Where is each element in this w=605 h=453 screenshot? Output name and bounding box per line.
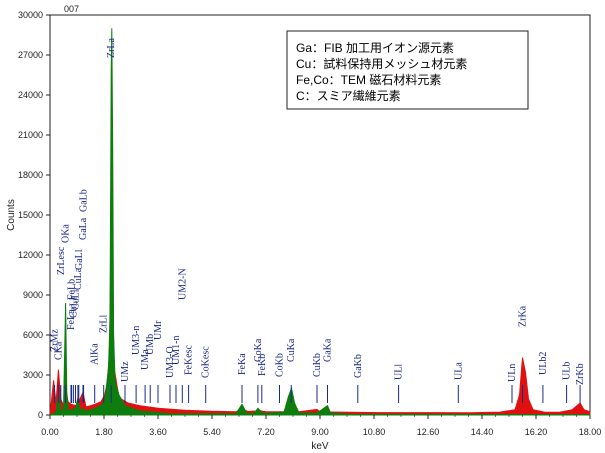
y-tick-label: 27000 <box>18 50 43 60</box>
legend-line-ga: Ga：FIB 加工用イオン源元素 <box>296 41 454 55</box>
y-axis-title: Counts <box>6 199 17 231</box>
y-tick-label: 21000 <box>18 130 43 140</box>
peak-label: CoKb <box>275 353 286 377</box>
peak-label: FeKb <box>257 354 268 376</box>
x-tick-label: 0.00 <box>41 427 59 437</box>
peak-label: FeLa <box>66 309 77 330</box>
peak-label: ULa <box>453 362 464 380</box>
y-axis: 0 3000 6000 9000 12000 15000 18000 21000 24000 27… <box>18 10 50 420</box>
y-tick-label: 30000 <box>18 10 43 20</box>
peak-label: GaLl <box>74 249 85 270</box>
x-axis-title: keV <box>311 441 329 452</box>
legend-line-c: C：スミア繊維元素 <box>296 89 401 103</box>
peak-label: OKa <box>61 224 72 243</box>
y-tick-label: 3000 <box>23 370 43 380</box>
x-tick-label: 7.20 <box>257 427 275 437</box>
peak-label: ULb <box>562 362 573 380</box>
x-tick-label: 1.80 <box>95 427 113 437</box>
peak-label: ZrMz <box>50 329 61 352</box>
x-tick-label: 3.60 <box>149 427 167 437</box>
peak-label: CuKa <box>286 338 297 362</box>
peak-label: CuKb <box>312 353 323 377</box>
peak-label: ULn <box>507 364 518 382</box>
y-tick-label: 0 <box>38 410 43 420</box>
peak-label: CuLl <box>71 289 82 310</box>
legend-frame <box>286 30 529 110</box>
peak-label: GaKa <box>323 338 334 362</box>
peak-label: ZrLl <box>99 314 110 333</box>
annotation-legend: Ga：FIB 加工用イオン源元素 Cu：試料保持用メッシュ材元素 Fe,Co：T… <box>286 30 529 110</box>
peak-label: ZrLa <box>106 37 117 58</box>
peak-label: CoKa <box>253 338 264 362</box>
x-tick-label: 14.40 <box>471 427 494 437</box>
y-tick-label: 15000 <box>18 210 43 220</box>
peak-label: ZrKa <box>518 305 529 327</box>
peak-label: CoLl <box>68 297 79 318</box>
peak-label: GaKb <box>353 354 364 378</box>
y-tick-label: 6000 <box>23 330 43 340</box>
y-tick-label: 18000 <box>18 170 43 180</box>
y-tick-label: 24000 <box>18 90 43 100</box>
peak-label: GaLb <box>79 189 90 212</box>
legend-line-cu: Cu：試料保持用メッシュ材元素 <box>296 56 467 71</box>
peak-label: CoKesc <box>201 346 212 378</box>
peak-label: FeKesc <box>184 344 195 375</box>
peak-label: GaLa <box>78 217 89 240</box>
y-tick-label: 9000 <box>23 290 43 300</box>
series-spectrum-2 <box>49 28 591 416</box>
peak-label: ZrKb <box>575 363 586 385</box>
peak-label: ULb2 <box>538 352 549 375</box>
x-axis: 0.00 1.80 3.60 5.40 7.20 9.00 10.80 12.60 14.40 1… <box>41 415 601 437</box>
peak-label: AlKa <box>90 343 101 365</box>
peak-label: UM1-n <box>171 336 182 365</box>
x-tick-label: 5.40 <box>203 427 221 437</box>
y-tick-label: 12000 <box>18 250 43 260</box>
peak-label: UMz <box>120 361 131 382</box>
x-tick-label: 16.20 <box>525 427 548 437</box>
peak-label: UMa <box>140 349 151 370</box>
corner-label: 007 <box>64 4 79 14</box>
peak-label: UM3-O <box>165 346 176 378</box>
peak-label: FeLb <box>67 279 78 300</box>
peak-label: FeKa <box>237 353 248 375</box>
peak-label: UMr <box>153 320 164 340</box>
peak-label: UMb <box>145 334 156 355</box>
x-tick-label: 18.00 <box>579 427 602 437</box>
peak-label: CuLa <box>73 267 84 290</box>
peak-label: ZrLesc <box>56 246 67 275</box>
peak-label: CKa <box>53 341 64 360</box>
x-tick-label: 10.80 <box>363 427 386 437</box>
peak-label: UM3-n <box>131 326 142 355</box>
x-tick-label: 9.00 <box>311 427 329 437</box>
peak-label: UM2-N <box>177 268 188 300</box>
x-tick-label: 12.60 <box>417 427 440 437</box>
legend-line-fe-co: Fe,Co：TEM 磁石材料元素 <box>296 72 441 87</box>
peak-label: ULl <box>394 364 405 380</box>
